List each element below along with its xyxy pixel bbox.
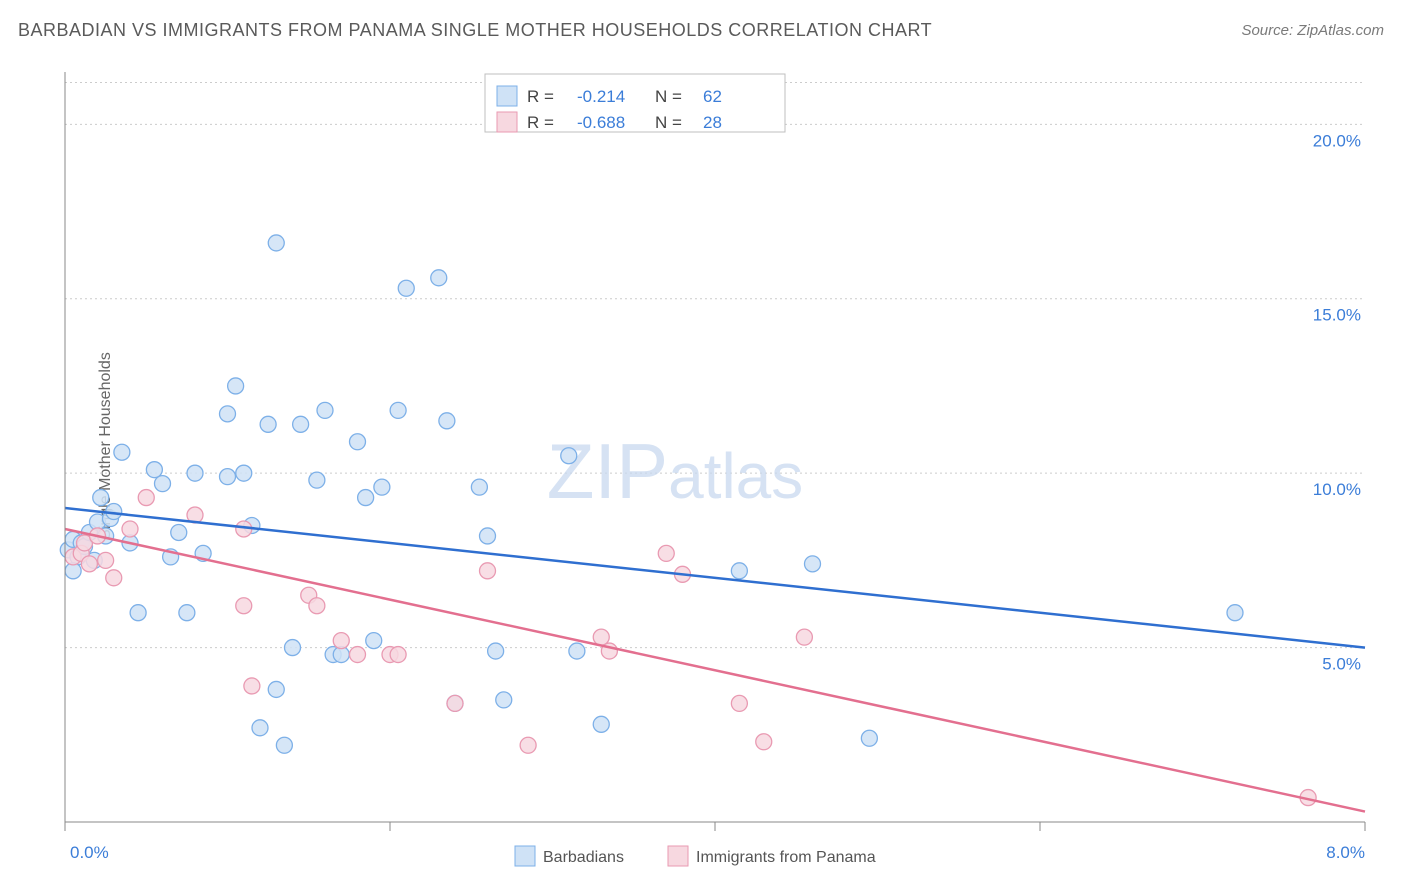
data-point (593, 629, 609, 645)
data-point (390, 647, 406, 663)
data-point (861, 730, 877, 746)
x-tick-label: 0.0% (70, 843, 109, 862)
data-point (138, 490, 154, 506)
data-point (1227, 605, 1243, 621)
trend-line (65, 508, 1365, 648)
data-point (358, 490, 374, 506)
data-point (488, 643, 504, 659)
data-point (350, 434, 366, 450)
data-point (480, 528, 496, 544)
data-point (98, 552, 114, 568)
data-point (293, 416, 309, 432)
data-point (471, 479, 487, 495)
data-point (276, 737, 292, 753)
data-point (374, 479, 390, 495)
data-point (260, 416, 276, 432)
y-tick-label: 20.0% (1313, 131, 1361, 150)
legend-r-label: R = (527, 87, 554, 106)
data-point (569, 643, 585, 659)
data-point (268, 681, 284, 697)
y-tick-label: 10.0% (1313, 480, 1361, 499)
y-tick-label: 5.0% (1322, 655, 1361, 674)
data-point (228, 378, 244, 394)
legend-n-value: 28 (703, 113, 722, 132)
scatter-chart: 5.0% 10.0% 15.0% 20.0% ZIPatlas 0.0% 8.0% R … (45, 62, 1385, 872)
watermark: ZIPatlas (547, 427, 803, 515)
data-point (130, 605, 146, 621)
data-point (220, 406, 236, 422)
data-point (122, 521, 138, 537)
data-point (520, 737, 536, 753)
legend-r-label: R = (527, 113, 554, 132)
source-label: Source: ZipAtlas.com (1241, 22, 1384, 39)
data-point (593, 716, 609, 732)
data-point (805, 556, 821, 572)
data-point (114, 444, 130, 460)
legend-series-label: Barbadians (543, 849, 624, 866)
data-point (236, 465, 252, 481)
legend-n-value: 62 (703, 87, 722, 106)
data-point (390, 402, 406, 418)
data-point (756, 734, 772, 750)
legend-swatch (497, 112, 517, 132)
data-point (431, 270, 447, 286)
data-point (93, 490, 109, 506)
legend-swatch (497, 86, 517, 106)
legend-n-label: N = (655, 113, 682, 132)
data-point (309, 472, 325, 488)
data-point (309, 598, 325, 614)
data-point (496, 692, 512, 708)
data-point (317, 402, 333, 418)
legend-series-label: Immigrants from Panama (696, 849, 876, 866)
data-point (268, 235, 284, 251)
data-point (480, 563, 496, 579)
data-point (731, 695, 747, 711)
data-point (796, 629, 812, 645)
data-point (658, 545, 674, 561)
data-point (244, 678, 260, 694)
legend-swatch (668, 846, 688, 866)
data-point (447, 695, 463, 711)
data-point (220, 469, 236, 485)
legend-r-value: -0.688 (577, 113, 625, 132)
y-tick-label: 15.0% (1313, 306, 1361, 325)
data-point (155, 476, 171, 492)
data-point (439, 413, 455, 429)
chart-title: BARBADIAN VS IMMIGRANTS FROM PANAMA SING… (18, 20, 932, 41)
legend-n-label: N = (655, 87, 682, 106)
legend-r-value: -0.214 (577, 87, 625, 106)
data-point (252, 720, 268, 736)
data-point (187, 465, 203, 481)
trend-line (65, 529, 1365, 812)
data-point (350, 647, 366, 663)
data-point (236, 598, 252, 614)
data-point (731, 563, 747, 579)
data-point (366, 633, 382, 649)
data-point (106, 570, 122, 586)
data-point (179, 605, 195, 621)
data-point (333, 633, 349, 649)
legend-swatch (515, 846, 535, 866)
x-tick-label: 8.0% (1326, 843, 1365, 862)
data-point (561, 448, 577, 464)
data-point (285, 640, 301, 656)
data-point (398, 280, 414, 296)
data-point (146, 462, 162, 478)
data-point (81, 556, 97, 572)
data-point (171, 524, 187, 540)
